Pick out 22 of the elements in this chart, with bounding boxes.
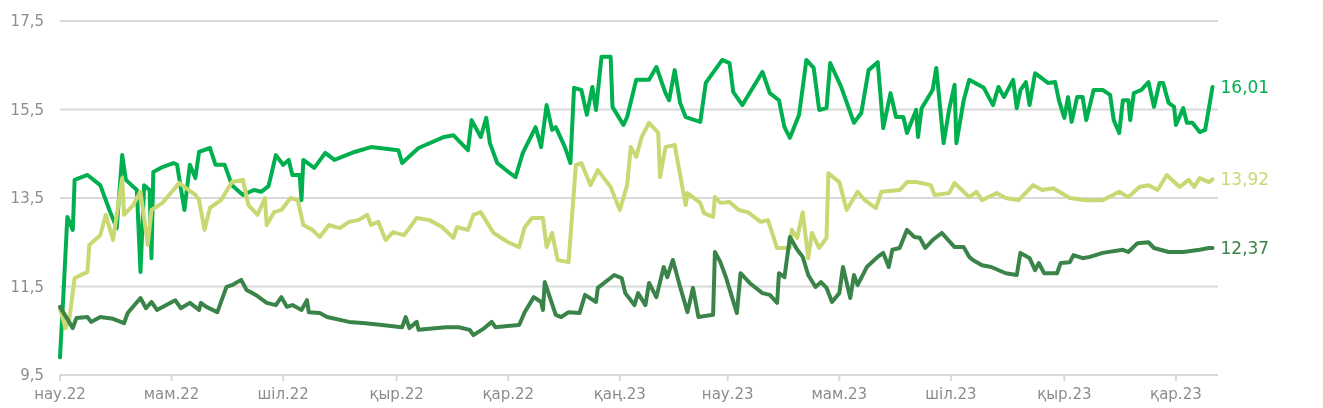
x-tick-label: мам.23 xyxy=(811,385,868,403)
y-tick-label: 15,5 xyxy=(10,100,44,119)
data-label: 13,92 xyxy=(1220,169,1270,190)
line-series xyxy=(58,227,1215,338)
x-tick-label: қыр.23 xyxy=(1037,385,1092,403)
x-tick-label: қар.23 xyxy=(1150,385,1202,403)
y-tick-label: 13,5 xyxy=(10,189,44,208)
x-tick-label: нау.22 xyxy=(34,385,86,403)
y-tick-label: 9,5 xyxy=(20,366,44,385)
x-tick-label: шіл.23 xyxy=(925,385,977,403)
y-tick-label: 11,5 xyxy=(10,277,44,296)
x-tick-label: шіл.22 xyxy=(257,385,309,403)
y-tick-label: 17,5 xyxy=(10,12,44,31)
data-label: 16,01 xyxy=(1220,76,1270,97)
x-tick-label: қаң.23 xyxy=(593,385,646,403)
x-tick-label: қар.22 xyxy=(482,385,535,403)
x-tick-label: нау.23 xyxy=(701,385,754,403)
data-label: 12,37 xyxy=(1220,237,1270,258)
x-tick-label: қыр.22 xyxy=(369,385,424,403)
line-series xyxy=(58,54,1215,360)
x-tick-label: мам.22 xyxy=(143,385,200,403)
line-series xyxy=(58,120,1215,331)
